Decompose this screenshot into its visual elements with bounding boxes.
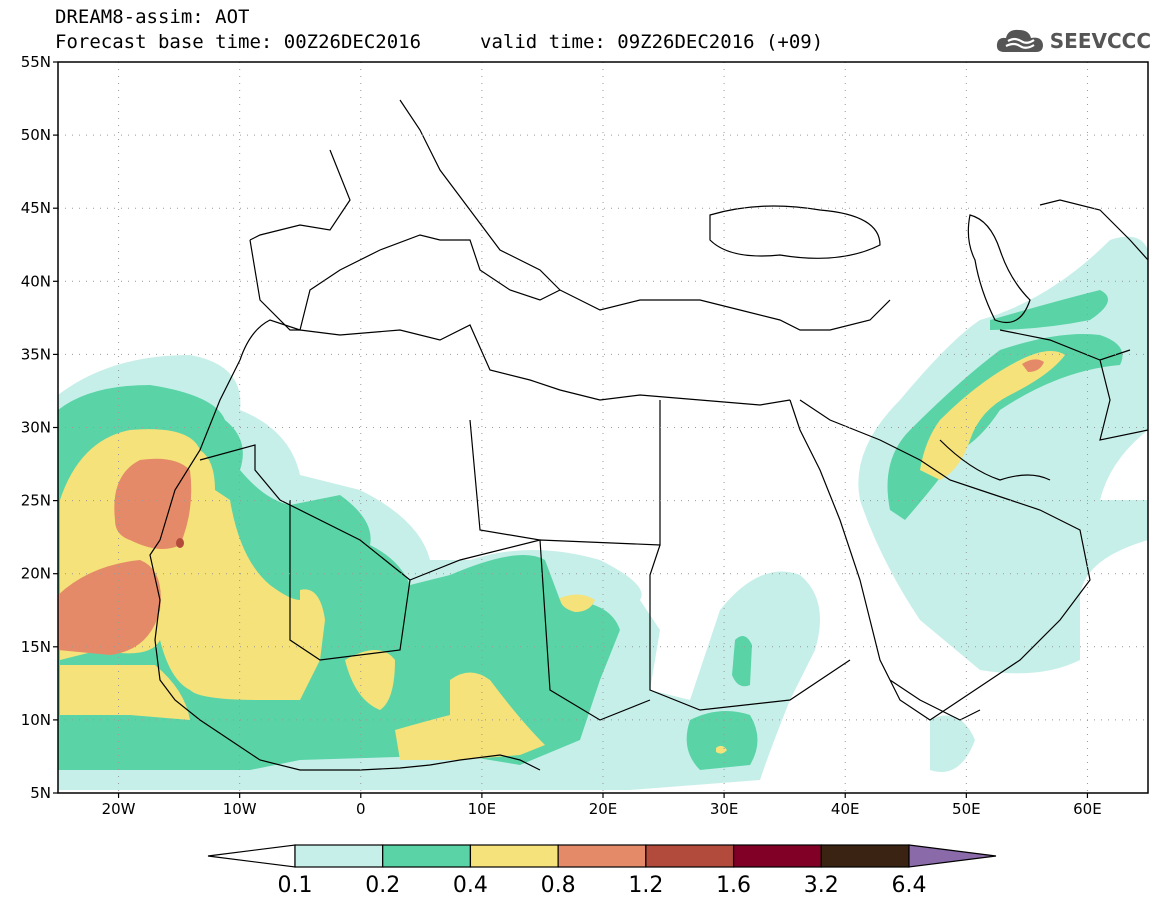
lon-tick-label: 10E (468, 800, 497, 818)
lat-tick-label: 50N (21, 126, 51, 144)
lat-tick-label: 40N (21, 272, 51, 290)
colorbar-right-arrow (908, 844, 997, 868)
logo-text: SEEVCCC (1049, 29, 1151, 53)
map-title: DREAM8-assim: AOT (55, 6, 250, 28)
lat-tick-label: 55N (21, 53, 51, 71)
seevccc-logo: SEEVCCC (994, 26, 1151, 56)
colorbar-label: 0.8 (541, 873, 576, 898)
colorbar-box (382, 844, 472, 868)
lat-tick-label: 45N (21, 199, 51, 217)
lat-tick-label: 35N (21, 345, 51, 363)
lon-tick-label: 50E (952, 800, 981, 818)
lon-tick-label: 60E (1073, 800, 1102, 818)
colorbar-box (645, 844, 735, 868)
colorbar-label: 1.6 (716, 873, 751, 898)
colorbar-box (820, 844, 910, 868)
lat-tick-label: 25N (21, 492, 51, 510)
lon-tick-label: 0 (356, 800, 366, 818)
colorbar-left-arrow (207, 844, 296, 868)
colorbar-label: 1.2 (628, 873, 663, 898)
aot-shading (58, 236, 1148, 790)
colorbar-label: 6.4 (892, 873, 927, 898)
forecast-base-time: Forecast base time: 00Z26DEC2016 (55, 31, 422, 53)
colorbar: 0.1 0.2 0.4 0.8 1.2 1.6 3.2 6.4 (207, 844, 997, 898)
colorbar-label: 0.1 (278, 873, 313, 898)
colorbar-box (732, 844, 822, 868)
lat-tick-label: 10N (21, 711, 51, 729)
lat-tick-label: 15N (21, 638, 51, 656)
lon-tick-label: 10W (223, 800, 257, 818)
colorbar-box (294, 844, 384, 868)
colorbar-box (469, 844, 559, 868)
lat-tick-label: 30N (21, 419, 51, 437)
lon-tick-label: 20W (102, 800, 136, 818)
lon-tick-label: 40E (831, 800, 860, 818)
grid-lines (58, 62, 1148, 793)
cloud-icon (996, 29, 1043, 52)
colorbar-label: 0.4 (453, 873, 488, 898)
colorbar-label: 0.2 (365, 873, 400, 898)
lon-tick-label: 30E (710, 800, 739, 818)
colorbar-box (557, 844, 647, 868)
colorbar-label: 3.2 (804, 873, 839, 898)
lat-tick-label: 20N (21, 565, 51, 583)
lon-axis: 20W 10W 0 10E 20E 30E 40E 50E 60E (102, 793, 1102, 818)
lat-axis: 55N 50N 45N 40N 35N 30N 25N 20N 15N 10N 5N (21, 53, 58, 802)
lon-tick-label: 20E (589, 800, 618, 818)
valid-time: valid time: 09Z26DEC2016 (+09) (480, 31, 824, 53)
lat-tick-label: 5N (30, 784, 51, 802)
coastlines (149, 99, 1148, 771)
